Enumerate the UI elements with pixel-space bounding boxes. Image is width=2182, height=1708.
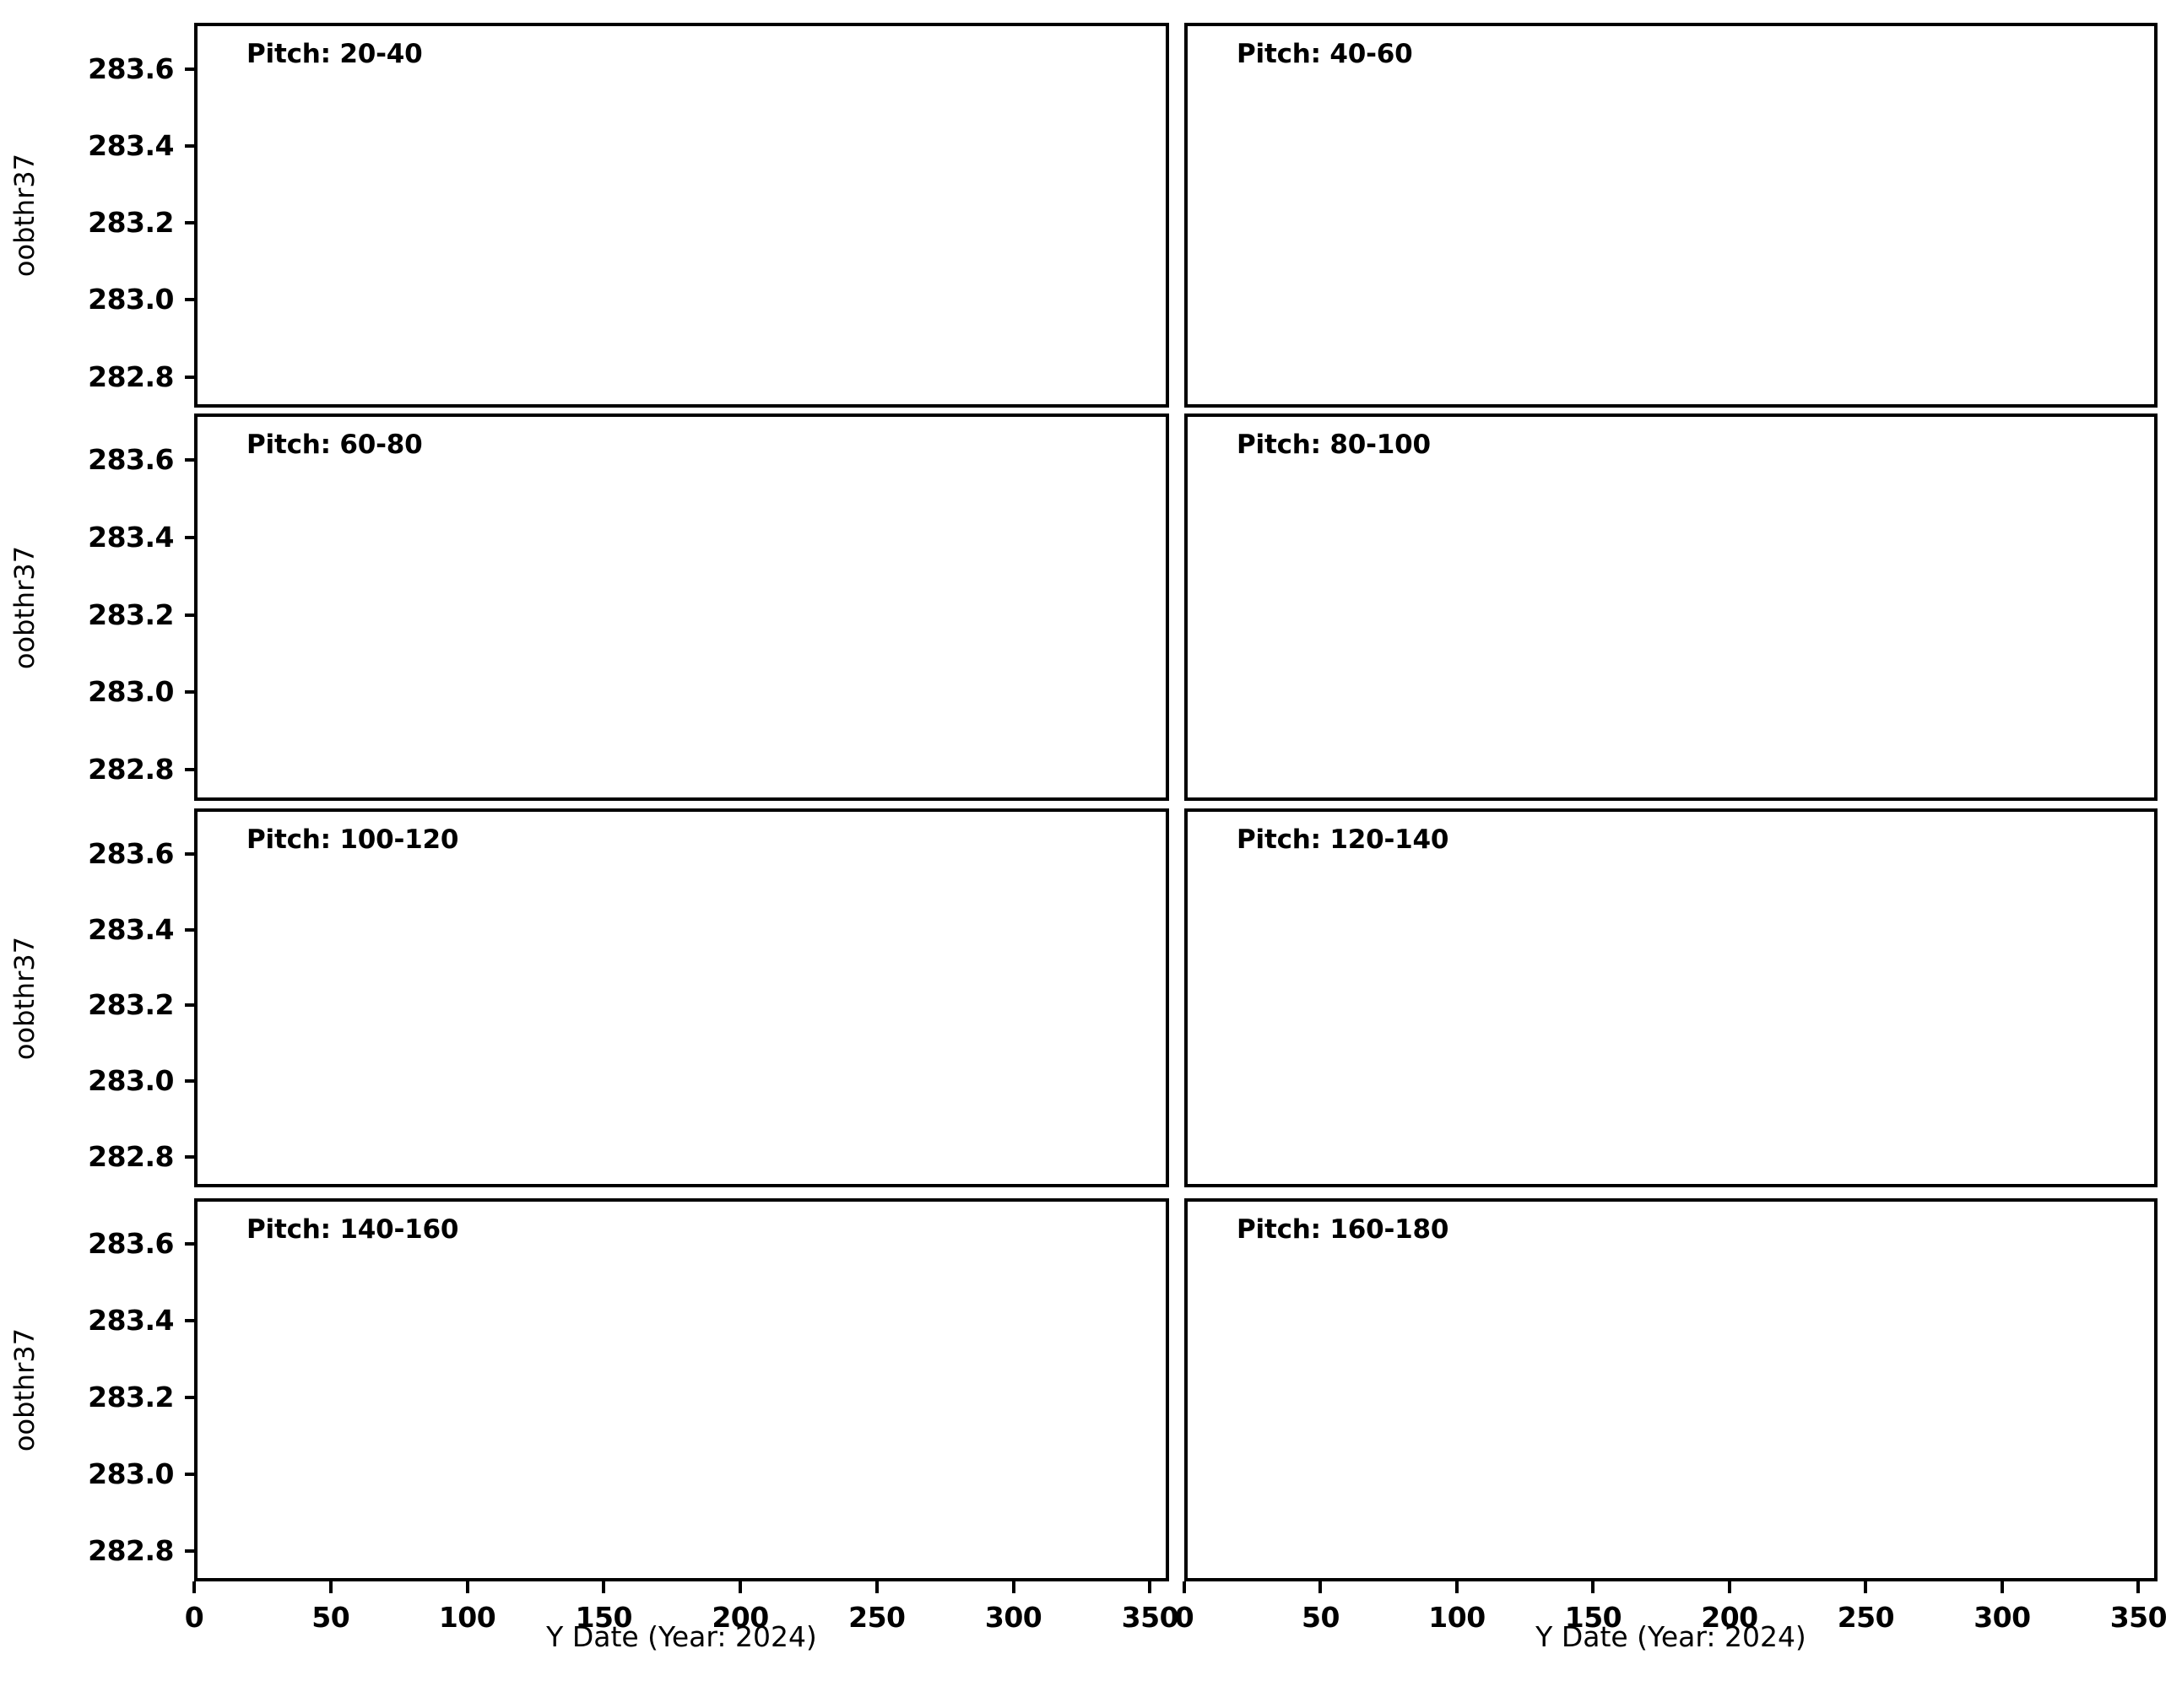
y-tick-mark xyxy=(185,298,196,302)
y-axis-label: oobthr37 xyxy=(8,1327,41,1452)
subplot-panel: Pitch: 160-180 xyxy=(1184,1198,2158,1581)
x-tick-label: 300 xyxy=(1974,1601,2031,1634)
y-tick-mark xyxy=(185,1549,196,1553)
x-tick-mark xyxy=(602,1581,606,1593)
y-tick-mark xyxy=(185,1319,196,1323)
y-tick-mark xyxy=(185,927,196,932)
y-tick-label: 282.8 xyxy=(88,753,174,786)
y-axis-label: oobthr37 xyxy=(8,936,41,1060)
y-tick-label: 283.2 xyxy=(88,206,174,240)
x-tick-label: 200 xyxy=(712,1601,769,1634)
y-tick-mark xyxy=(185,1079,196,1084)
x-tick-mark xyxy=(328,1581,333,1593)
y-tick-mark xyxy=(185,768,196,772)
y-tick-label: 283.4 xyxy=(88,912,174,946)
x-tick-mark xyxy=(192,1581,196,1593)
x-tick-mark xyxy=(1148,1581,1152,1593)
x-tick-label: 0 xyxy=(184,1601,204,1634)
x-tick-mark xyxy=(465,1581,469,1593)
y-tick-label: 283.6 xyxy=(88,1227,174,1261)
y-tick-label: 283.4 xyxy=(88,128,174,162)
panel-title: Pitch: 160-180 xyxy=(1237,1214,1449,1245)
subplot-panel: Pitch: 20-40 xyxy=(194,23,1169,408)
y-tick-label: 283.6 xyxy=(88,836,174,870)
y-tick-mark xyxy=(185,613,196,617)
y-tick-label: 283.4 xyxy=(88,1304,174,1338)
y-tick-label: 283.2 xyxy=(88,988,174,1022)
x-tick-label: 150 xyxy=(1564,1601,1622,1634)
y-tick-label: 283.0 xyxy=(88,1457,174,1490)
x-tick-mark xyxy=(874,1581,879,1593)
y-axis-label: oobthr37 xyxy=(8,153,41,278)
y-tick-label: 283.2 xyxy=(88,1381,174,1414)
x-tick-mark xyxy=(739,1581,743,1593)
x-axis-label: Y Date (Year: 2024) xyxy=(1535,1620,1806,1653)
x-tick-mark xyxy=(1318,1581,1323,1593)
x-tick-mark xyxy=(2000,1581,2004,1593)
panel-title: Pitch: 20-40 xyxy=(246,39,423,69)
y-tick-label: 283.6 xyxy=(88,51,174,85)
x-axis-label: Y Date (Year: 2024) xyxy=(546,1620,817,1653)
subplot-panel: Pitch: 100-120 xyxy=(194,808,1169,1187)
panel-title: Pitch: 60-80 xyxy=(246,430,423,460)
x-tick-label: 50 xyxy=(311,1601,350,1634)
y-tick-label: 283.2 xyxy=(88,597,174,631)
y-tick-mark xyxy=(185,1396,196,1400)
x-tick-mark xyxy=(1011,1581,1015,1593)
subplot-panel: Pitch: 120-140 xyxy=(1184,808,2158,1187)
x-tick-label: 50 xyxy=(1302,1601,1340,1634)
x-tick-label: 0 xyxy=(1174,1601,1194,1634)
y-tick-label: 283.6 xyxy=(88,443,174,477)
x-tick-label: 300 xyxy=(984,1601,1042,1634)
y-tick-label: 283.0 xyxy=(88,283,174,316)
y-tick-mark xyxy=(185,375,196,379)
x-tick-label: 100 xyxy=(1428,1601,1486,1634)
y-tick-label: 282.8 xyxy=(88,1140,174,1174)
x-tick-mark xyxy=(1591,1581,1595,1593)
y-tick-mark xyxy=(185,1242,196,1246)
x-tick-label: 350 xyxy=(2109,1601,2168,1634)
panel-title: Pitch: 140-160 xyxy=(246,1214,459,1245)
y-tick-label: 282.8 xyxy=(88,1533,174,1567)
y-tick-mark xyxy=(185,1003,196,1008)
subplot-panel: Pitch: 80-100 xyxy=(1184,413,2158,801)
x-tick-label: 150 xyxy=(575,1601,633,1634)
x-tick-mark xyxy=(1183,1581,1186,1593)
y-tick-mark xyxy=(185,67,196,71)
subplot-panel: Pitch: 40-60 xyxy=(1184,23,2158,408)
y-tick-mark xyxy=(185,535,196,539)
x-tick-label: 250 xyxy=(1837,1601,1895,1634)
subplot-panel: Pitch: 140-160 xyxy=(194,1198,1169,1581)
x-tick-mark xyxy=(1727,1581,1731,1593)
x-tick-label: 200 xyxy=(1701,1601,1758,1634)
x-tick-mark xyxy=(1454,1581,1459,1593)
y-tick-mark xyxy=(185,1155,196,1159)
y-axis-label: oobthr37 xyxy=(8,545,41,669)
panel-title: Pitch: 120-140 xyxy=(1237,824,1449,855)
panel-title: Pitch: 100-120 xyxy=(246,824,459,855)
x-tick-mark xyxy=(1864,1581,1868,1593)
y-tick-mark xyxy=(185,851,196,856)
y-tick-label: 282.8 xyxy=(88,359,174,393)
y-tick-mark xyxy=(185,458,196,462)
y-tick-mark xyxy=(185,143,196,148)
panel-title: Pitch: 40-60 xyxy=(1237,39,1413,69)
subplot-panel: Pitch: 60-80 xyxy=(194,413,1169,801)
x-tick-mark xyxy=(2136,1581,2141,1593)
panel-title: Pitch: 80-100 xyxy=(1237,430,1431,460)
y-tick-mark xyxy=(185,221,196,225)
x-tick-label: 250 xyxy=(848,1601,906,1634)
x-tick-label: 350 xyxy=(1121,1601,1179,1634)
y-tick-mark xyxy=(185,1472,196,1476)
y-tick-label: 283.0 xyxy=(88,675,174,709)
y-tick-label: 283.0 xyxy=(88,1064,174,1098)
x-tick-label: 100 xyxy=(438,1601,496,1634)
y-tick-label: 283.4 xyxy=(88,520,174,554)
y-tick-mark xyxy=(185,690,196,695)
